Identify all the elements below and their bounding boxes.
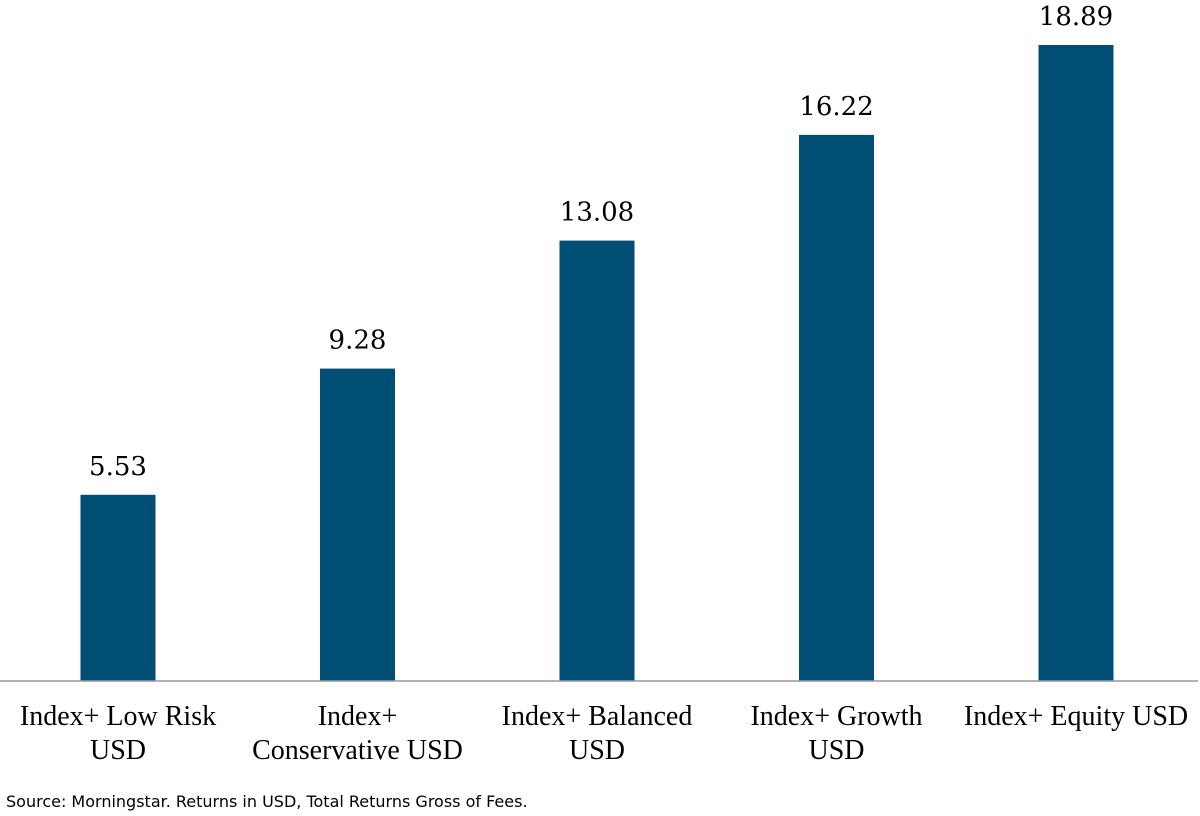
- category-label-line: Index+ Low Risk: [20, 701, 216, 732]
- category-label-5: Index+ Equity USD: [964, 701, 1188, 732]
- bars-group: [80, 45, 1114, 681]
- value-label-2: 9.28: [329, 326, 387, 356]
- category-label-line: Index+: [318, 701, 398, 732]
- source-note: Source: Morningstar. Returns in USD, Tot…: [6, 792, 528, 811]
- bar-5: [1038, 45, 1114, 681]
- bar-3: [559, 240, 635, 681]
- category-label-line: Index+ Growth: [750, 701, 922, 732]
- value-label-4: 16.22: [799, 92, 873, 122]
- category-label-line: USD: [569, 735, 625, 766]
- bar-1: [80, 494, 156, 681]
- category-label-1: Index+ Low Risk USD: [20, 701, 216, 766]
- value-label-3: 13.08: [560, 198, 634, 228]
- value-labels-group: 5.53 9.28 13.08 16.22 18.89: [89, 2, 1113, 482]
- category-label-line: USD: [808, 735, 864, 766]
- category-label-2: Index+ Conservative USD: [252, 701, 463, 766]
- bar-4: [799, 134, 874, 681]
- category-label-line: Index+ Equity USD: [964, 701, 1188, 732]
- bar-2: [320, 368, 395, 681]
- category-label-line: Index+ Balanced: [502, 701, 693, 732]
- category-label-3: Index+ Balanced USD: [502, 701, 693, 766]
- value-label-5: 18.89: [1039, 2, 1113, 32]
- value-label-1: 5.53: [89, 452, 147, 482]
- category-label-4: Index+ Growth USD: [750, 701, 922, 766]
- category-label-line: USD: [90, 735, 146, 766]
- category-label-line: Conservative USD: [252, 735, 463, 766]
